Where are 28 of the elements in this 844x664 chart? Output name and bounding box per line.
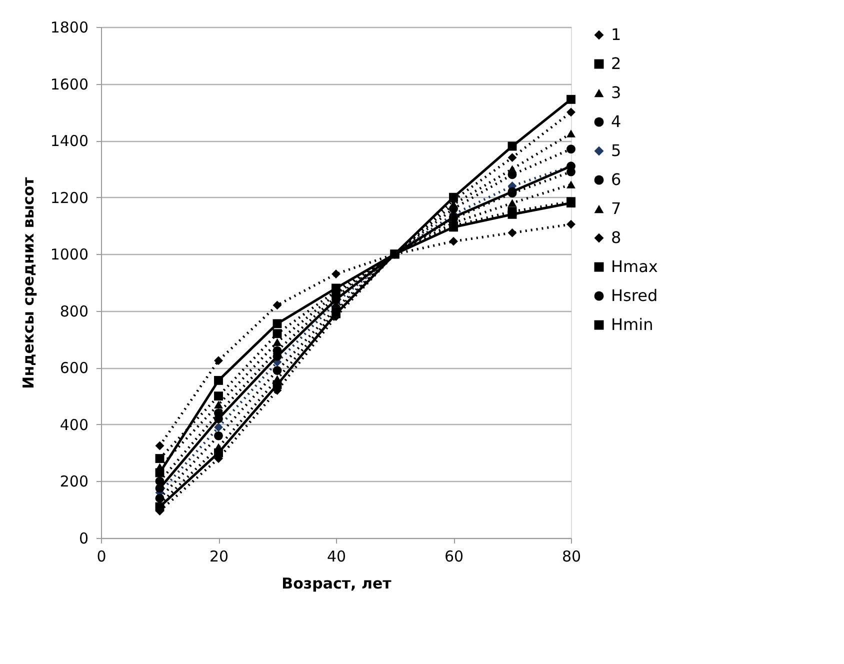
x-tick-label: 0 — [96, 548, 106, 566]
legend-label: Hsred — [611, 286, 658, 305]
legend-label: 4 — [611, 112, 622, 131]
y-tick-label: 1600 — [50, 75, 88, 94]
x-tick-label: 60 — [444, 548, 464, 566]
legend-label: 1 — [611, 25, 622, 44]
legend-label: Hmin — [611, 315, 654, 334]
y-tick-label: 800 — [60, 302, 88, 320]
y-tick-label: 1800 — [50, 18, 88, 36]
y-tick-label: 1200 — [50, 188, 88, 207]
legend-label: 7 — [611, 199, 622, 218]
y-tick-label: 1400 — [50, 132, 88, 150]
legend-label: 2 — [611, 54, 622, 73]
legend-label: 5 — [611, 141, 622, 160]
y-tick-label: 0 — [78, 530, 88, 548]
x-tick-label: 20 — [209, 548, 229, 566]
y-tick-label: 400 — [60, 416, 88, 434]
legend-label: 8 — [611, 228, 622, 247]
y-tick-label: 200 — [60, 472, 88, 491]
x-axis-title: Возраст, лет — [282, 574, 392, 592]
x-tick-label: 40 — [326, 548, 346, 566]
y-tick-label: 1000 — [50, 246, 88, 264]
y-tick-label: 600 — [60, 359, 88, 378]
legend-label: 6 — [611, 170, 622, 189]
legend-label: 3 — [611, 83, 622, 102]
legend-label: Hmax — [611, 257, 658, 276]
x-tick-label: 80 — [562, 548, 582, 566]
y-axis-title: Индексы средних высот — [19, 176, 38, 389]
